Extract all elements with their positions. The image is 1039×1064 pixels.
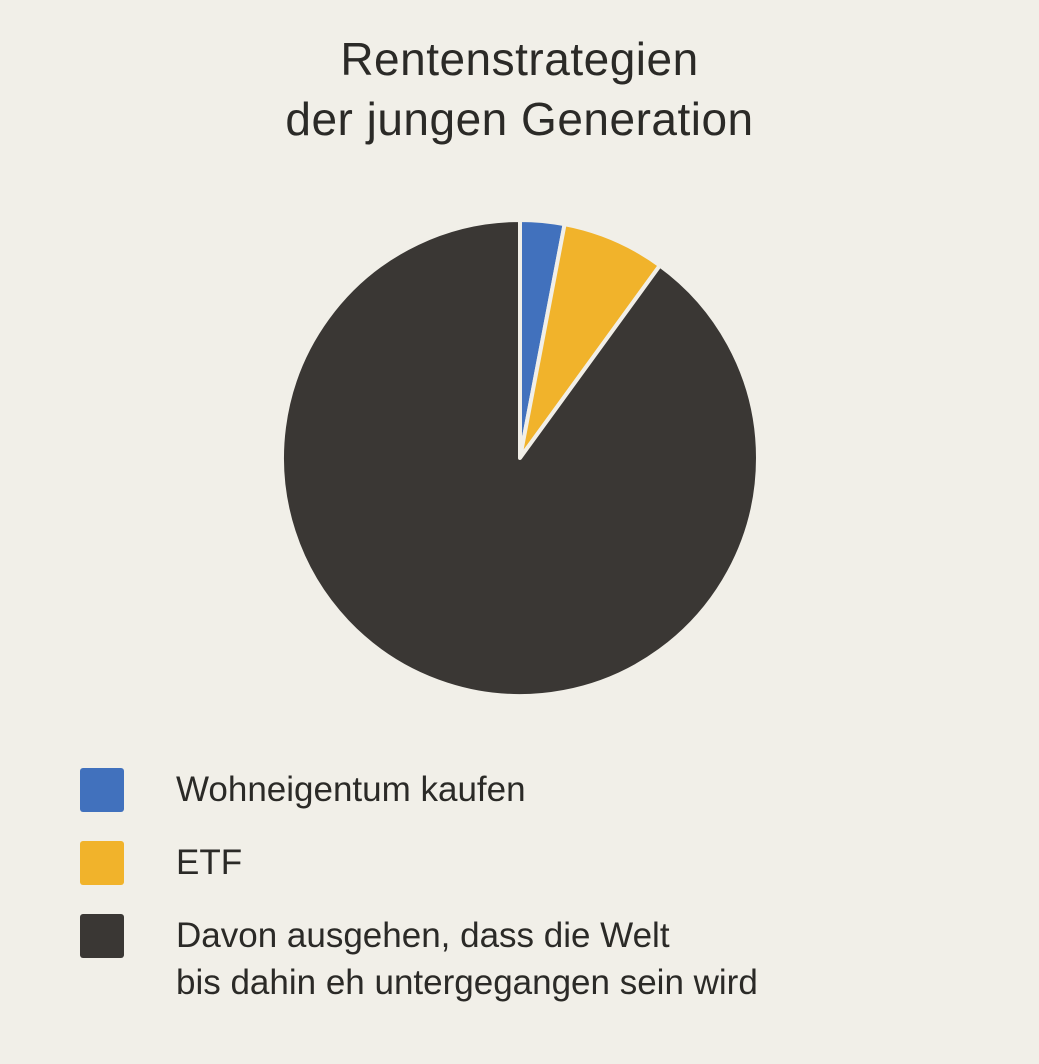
legend: Wohneigentum kaufen ETF Davon ausgehen, …: [80, 766, 1039, 1007]
pie-chart: [279, 217, 760, 698]
pie-chart-container: [274, 212, 766, 704]
legend-item-etf: ETF: [80, 839, 1039, 886]
legend-swatch-blue: [80, 767, 124, 812]
legend-swatch-yellow: [80, 840, 124, 885]
pie-slice-1: [517, 221, 662, 460]
legend-label: Wohneigentum kaufen: [176, 766, 526, 813]
chart-title-line-2: der jungen Generation: [285, 92, 754, 145]
legend-label-line: Davon ausgehen, dass die Welt: [176, 916, 670, 956]
chart-title-line-1: Rentenstrategien: [340, 33, 699, 85]
legend-label: ETF: [176, 839, 242, 886]
pie-slice-2: [279, 217, 760, 698]
legend-label-line: bis dahin eh untergegangen sein wird: [176, 963, 758, 1003]
legend-item-weltuntergang: Davon ausgehen, dass die Welt bis dahin …: [80, 912, 1039, 1007]
chart-title: Rentenstrategien der jungen Generation: [0, 0, 1039, 150]
legend-item-wohneigentum: Wohneigentum kaufen: [80, 766, 1039, 813]
legend-label: Davon ausgehen, dass die Welt bis dahin …: [176, 912, 758, 1007]
legend-label-line: ETF: [176, 842, 243, 882]
legend-label-line: Wohneigentum kaufen: [176, 769, 526, 809]
legend-swatch-dark: [80, 914, 124, 959]
